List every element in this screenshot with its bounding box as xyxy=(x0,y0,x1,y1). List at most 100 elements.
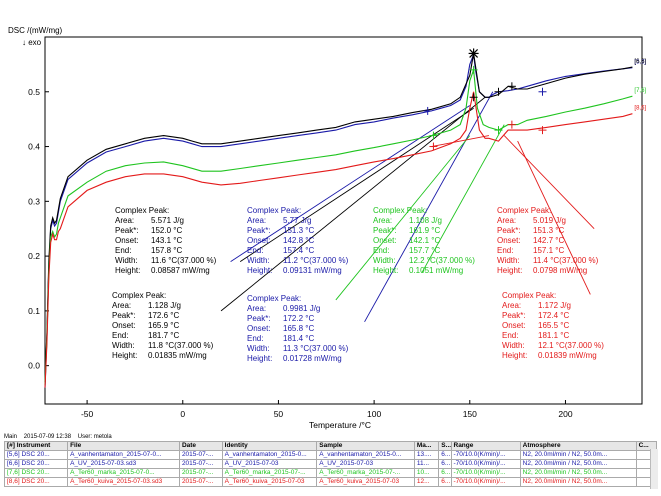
column-header[interactable]: Range xyxy=(450,441,521,451)
annotation-label: Onset: xyxy=(497,236,521,245)
peak-marker xyxy=(494,126,503,135)
annotation-value: 142.1 °C xyxy=(409,236,440,245)
peak-marker xyxy=(469,93,478,102)
peak-marker xyxy=(469,65,478,74)
column-header[interactable]: Identity xyxy=(221,441,318,451)
tangent-line xyxy=(364,91,494,323)
annotation-label: End: xyxy=(247,246,263,255)
annotation-label: Area: xyxy=(115,216,134,225)
annotation-value: 12.1 °C(37.000 %) xyxy=(538,341,604,350)
table-cell: 12... xyxy=(413,477,440,487)
table-row[interactable]: [6,6] DSC 20... A_UV_2015-07-03.sd3 2015-0… xyxy=(3,459,658,469)
table-cell: A_Ter60_kuiva_2015-07-03.sd3 xyxy=(67,477,180,487)
annotation-value: 11.3 °C(37.000 %) xyxy=(283,344,349,353)
annotation-label: Width: xyxy=(373,256,396,265)
tangent-line xyxy=(335,135,471,301)
annotation-label: Complex Peak: xyxy=(497,206,551,215)
annotation-value: 151.3 °C xyxy=(283,226,314,235)
column-header[interactable]: File xyxy=(67,441,180,451)
column-header[interactable]: Ma... xyxy=(413,441,440,451)
annotation-label: Width: xyxy=(115,256,138,265)
annotation-label: Complex Peak: xyxy=(373,206,427,215)
tangent-line xyxy=(421,124,505,273)
column-header[interactable]: Sample xyxy=(316,441,415,451)
dsc-curve-0 xyxy=(44,54,633,388)
annotation-value: 157.7 °C xyxy=(409,246,440,255)
table-cell: -70/10.0(K/min)/... xyxy=(450,459,521,469)
table-row[interactable]: [7,6] DSC 20... A_Ter60_marka_2015-07-0..… xyxy=(3,468,658,478)
annotation-label: Height: xyxy=(497,266,522,275)
status-date: 2015-07-09 12:38 xyxy=(23,434,72,440)
peak-marker xyxy=(538,126,547,135)
table-cell: N2, 20.0ml/min / N2, 50.0m... xyxy=(519,459,637,469)
annotation-label: Height: xyxy=(112,351,137,360)
annotation-value: 5.019 J/g xyxy=(533,216,566,225)
annotation-label: Width: xyxy=(497,256,520,265)
column-header[interactable]: S... xyxy=(438,441,452,451)
x-tick-label: 0 xyxy=(180,409,185,419)
annotation-label: Height: xyxy=(247,266,272,275)
table-cell: [7,6] DSC 20... xyxy=(3,468,69,478)
x-tick-label: 50 xyxy=(274,409,284,419)
table-cell: 6... xyxy=(438,468,452,478)
annotation-label: Onset: xyxy=(502,321,526,330)
table-cell: A_vanhentamaton_2015-07-0... xyxy=(67,450,180,460)
column-header[interactable]: Atmosphere xyxy=(519,441,637,451)
annotation-value: 165.5 °C xyxy=(538,321,569,330)
annotation-value: 151.3 °C xyxy=(533,226,564,235)
table-scrollbar[interactable] xyxy=(650,449,658,489)
peak-annotation: Complex Peak:Area: 5.019 J/g Peak*: 151.3 °… xyxy=(497,206,599,275)
table-row[interactable]: [5,6] DSC 20... A_vanhentamaton_2015-07-0… xyxy=(3,450,658,460)
column-header[interactable]: [#] Instrument xyxy=(3,441,69,451)
peak-annotation: Complex Peak:Area: 1.108 J/g Peak*: 161.9 °… xyxy=(373,206,475,275)
annotation-label: Width: xyxy=(502,341,525,350)
table-cell: 6... xyxy=(438,477,452,487)
annotation-label: Onset: xyxy=(247,236,271,245)
annotation-label: Onset: xyxy=(373,236,397,245)
table-cell: N2, 20.0ml/min / N2, 50.0m... xyxy=(519,450,637,460)
y-tick-label: 0.3 xyxy=(28,196,40,206)
y-tick-label: 0.5 xyxy=(28,87,40,97)
peak-star-marker xyxy=(468,48,479,59)
annotation-label: Peak*: xyxy=(112,311,136,320)
table-cell: A_UV_2015-07-03.sd3 xyxy=(67,459,180,469)
table-cell: 2015-07-... xyxy=(178,450,223,460)
series-tag: [6,6] xyxy=(634,59,646,65)
table-cell: 2015-07-... xyxy=(178,477,223,487)
annotation-label: End: xyxy=(115,246,131,255)
table-cell: A_Ter60_marka_2015-07-0... xyxy=(67,468,180,478)
x-axis-label: Temperature /°C xyxy=(309,420,371,430)
table-cell: -70/10.0(K/min)/... xyxy=(450,450,521,460)
table-row[interactable]: [8,6] DSC 20... A_Ter60_kuiva_2015-07-03.… xyxy=(3,477,658,487)
column-header[interactable]: Date xyxy=(178,441,223,451)
table-cell: [5,6] DSC 20... xyxy=(3,450,69,460)
annotation-label: Area: xyxy=(112,301,131,310)
annotation-value: 0.1051 mW/mg xyxy=(409,266,463,275)
annotation-value: 5.77 J/g xyxy=(283,216,311,225)
peak-marker xyxy=(494,87,503,96)
peak-annotation: Complex Peak:Area: 0.9981 J/g Peak*: 172.2 … xyxy=(247,294,349,363)
peak-marker xyxy=(507,120,516,129)
annotation-value: 1.172 J/g xyxy=(538,301,571,310)
annotation-label: Peak*: xyxy=(502,311,526,320)
annotation-label: Height: xyxy=(502,351,527,360)
status-user: User: metola xyxy=(77,434,112,440)
series-tag: [5,6] xyxy=(634,60,646,66)
table-cell: A_vanhentamaton_2015-0... xyxy=(221,450,318,460)
series-tag: [7,6] xyxy=(634,88,646,94)
status-bar: Main 2015-07-09 12:38 User: metola xyxy=(4,434,117,440)
annotation-label: End: xyxy=(502,331,518,340)
y-tick-label: 0.2 xyxy=(28,251,40,261)
y-tick-label: 0.1 xyxy=(28,306,40,316)
table-cell: N2, 20.0ml/min / N2, 50.0m... xyxy=(519,477,637,487)
table-cell: 6... xyxy=(438,450,452,460)
table-cell: A_vanhentamaton_2015-0... xyxy=(316,450,415,460)
y-tick-label: 0.0 xyxy=(28,361,40,371)
annotation-label: Onset: xyxy=(115,236,139,245)
annotation-label: Peak*: xyxy=(373,226,397,235)
peak-annotation: Complex Peak:Area: 5.77 J/g Peak*: 151.3 °C… xyxy=(247,206,349,275)
annotation-value: 165.9 °C xyxy=(148,321,179,330)
table-cell: [8,6] DSC 20... xyxy=(3,477,69,487)
annotation-label: Complex Peak: xyxy=(115,206,169,215)
plot-frame xyxy=(44,36,643,405)
